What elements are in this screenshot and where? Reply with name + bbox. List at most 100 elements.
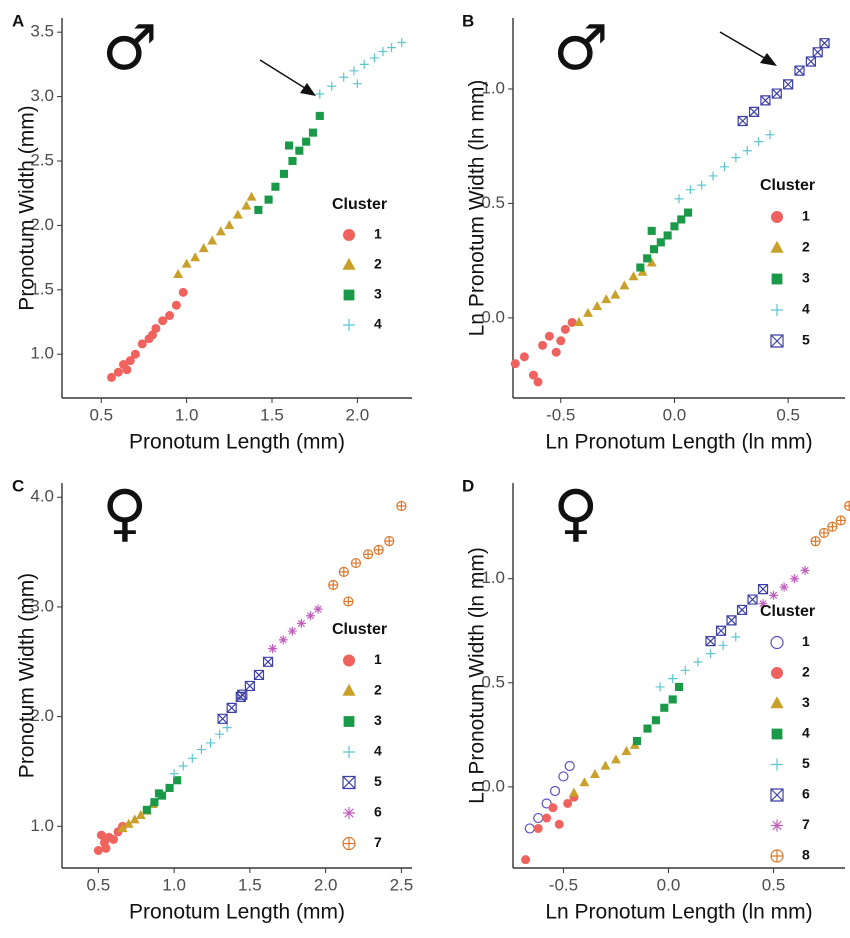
point (122, 365, 132, 375)
point (296, 618, 306, 628)
y-tick-label: 2.5 (30, 150, 54, 169)
point (533, 812, 544, 824)
point (387, 43, 397, 53)
y-tick-label: 1.0 (481, 568, 505, 587)
point (328, 579, 339, 591)
point (109, 834, 119, 844)
legend-label: 8 (802, 847, 810, 863)
legend-label: 5 (802, 755, 810, 771)
point (680, 665, 690, 675)
y-tick-label: 0.5 (481, 193, 505, 212)
point (125, 356, 135, 366)
y-tick-label: 4.0 (30, 487, 54, 506)
point (117, 823, 128, 833)
point (731, 632, 741, 642)
point (670, 222, 679, 231)
panel-label: D (462, 476, 474, 495)
point (819, 38, 830, 49)
legend-symbol (771, 728, 783, 740)
point (510, 359, 520, 369)
point (196, 745, 206, 755)
arrow-head (760, 53, 777, 66)
point (619, 280, 630, 290)
point (794, 65, 805, 76)
x-tick-label: 0.5 (89, 405, 113, 424)
y-tick-label: 3.5 (30, 22, 54, 41)
legend-title: Cluster (760, 177, 815, 194)
point (384, 536, 395, 547)
point (760, 95, 771, 106)
point (215, 226, 226, 236)
x-tick-label: 0.5 (762, 875, 786, 894)
point (757, 584, 769, 595)
point (241, 200, 252, 210)
point (544, 331, 554, 341)
point (651, 716, 660, 725)
legend-label: 2 (802, 664, 810, 680)
sex-symbol: ♂ (553, 11, 609, 84)
point (621, 746, 632, 756)
point (779, 582, 789, 592)
point (568, 787, 579, 797)
y-tick-label: 3.0 (30, 86, 54, 105)
point (563, 798, 573, 808)
point (137, 339, 147, 349)
point (378, 46, 388, 56)
point (308, 128, 318, 137)
point (754, 137, 764, 147)
point (262, 656, 274, 667)
point (295, 146, 304, 155)
x-tick-label: 2.0 (314, 875, 338, 894)
legend-symbol (343, 289, 355, 301)
point (643, 254, 652, 263)
legend-symbol (343, 229, 355, 241)
point (731, 153, 741, 163)
y-tick-label: 1.0 (30, 816, 54, 835)
point (812, 47, 823, 58)
legend-label: 4 (374, 743, 382, 759)
point (224, 219, 235, 229)
point (264, 195, 273, 204)
point (129, 814, 140, 824)
point (349, 66, 359, 76)
point (719, 162, 729, 172)
legend-symbol (771, 758, 783, 771)
point (171, 300, 181, 310)
legend-label: 5 (802, 332, 810, 348)
legend-label: 3 (802, 270, 810, 286)
point (285, 141, 294, 150)
point (315, 111, 324, 120)
legend-label: 4 (802, 301, 810, 317)
y-tick-label: 0.5 (481, 672, 505, 691)
point (369, 53, 379, 63)
point (169, 769, 179, 779)
point (538, 340, 548, 350)
point (643, 724, 652, 733)
point (668, 674, 678, 684)
point (287, 626, 297, 636)
panel-label: C (12, 476, 24, 495)
point (601, 294, 612, 304)
point (158, 316, 168, 326)
point (549, 785, 561, 797)
point (302, 137, 311, 146)
point (783, 79, 794, 90)
point (800, 565, 810, 575)
x-tick-label: 2.5 (390, 875, 414, 894)
legend-symbol (770, 849, 784, 863)
y-axis-label: Ln Pronotum Width (ln mm) (466, 547, 489, 804)
point (600, 760, 611, 770)
point (684, 208, 693, 217)
point (130, 349, 140, 359)
legend-label: 6 (802, 786, 810, 802)
y-axis-label: Pronotum Width (mm) (16, 105, 39, 310)
point (715, 625, 727, 636)
legend-symbol (771, 304, 783, 316)
point (533, 377, 543, 387)
point (790, 574, 800, 584)
point (706, 649, 716, 659)
point (190, 252, 201, 262)
y-tick-label: 0.0 (481, 307, 505, 326)
point (232, 209, 243, 219)
point (135, 809, 146, 819)
